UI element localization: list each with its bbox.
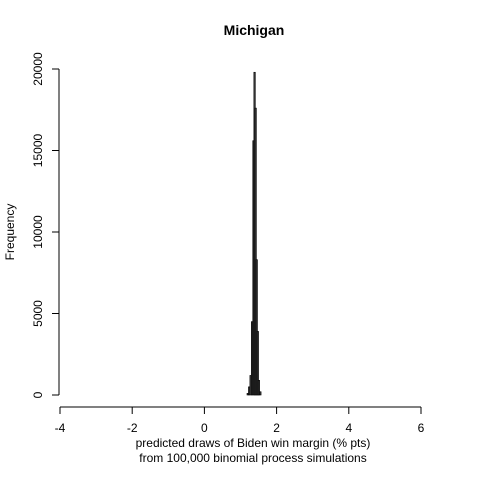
histogram-bar: [256, 331, 259, 396]
x-axis: -4 -2 0 2 4 6: [55, 406, 425, 435]
y-tick-label: 0: [31, 391, 45, 398]
x-axis-label-line1: predicted draws of Biden win margin (% p…: [136, 436, 371, 450]
x-tick-label: -4: [55, 421, 66, 435]
histogram-bar: [257, 380, 260, 396]
chart-title: Michigan: [224, 22, 285, 38]
y-axis-label: Frequency: [3, 204, 17, 261]
x-tick-label: -2: [127, 421, 138, 435]
x-tick-label: 0: [201, 421, 208, 435]
x-tick-label: 2: [273, 421, 280, 435]
histogram-bar: [254, 107, 257, 396]
y-axis: 0 5000 10000 15000 20000: [31, 52, 60, 398]
y-tick-label: 5000: [31, 300, 45, 327]
x-axis-label-line2: from 100,000 binomial process simulation…: [139, 451, 366, 465]
y-tick-label: 20000: [31, 52, 45, 86]
histogram-bar: [259, 391, 262, 396]
histogram-bar: [255, 259, 258, 396]
x-tick-label: 4: [345, 421, 352, 435]
y-tick-label: 10000: [31, 215, 45, 249]
y-tick-label: 15000: [31, 133, 45, 167]
histogram-bars: [246, 71, 262, 396]
x-tick-label: 6: [418, 421, 425, 435]
